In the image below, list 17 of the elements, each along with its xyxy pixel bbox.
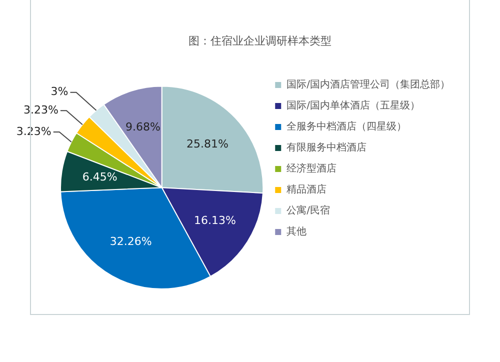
data-label: 6.45% [82,170,118,184]
data-label: 9.68% [125,120,160,134]
data-label: 3% [50,85,68,98]
data-label: 25.81% [186,137,228,150]
data-label: 32.26% [110,235,152,248]
legend-label: 全服务中档酒店（四星级） [286,120,407,133]
legend-label: 国际/国内酒店管理公司（集团总部） [286,78,450,91]
chart-title: 图：住宿业企业调研样本类型 [188,34,332,48]
legend-label: 公寓/民宿 [286,204,330,217]
legend-label: 精品酒店 [286,184,327,196]
legend-label: 国际/国内单体酒店（五星级） [286,100,420,112]
legend-label: 其他 [286,226,307,238]
data-label: 16.13% [194,214,236,227]
legend-label: 经济型酒店 [286,162,337,175]
data-label: 3.23% [16,124,52,138]
legend-label: 有限服务中档酒店 [286,142,367,154]
data-label: 3.23% [23,103,58,116]
